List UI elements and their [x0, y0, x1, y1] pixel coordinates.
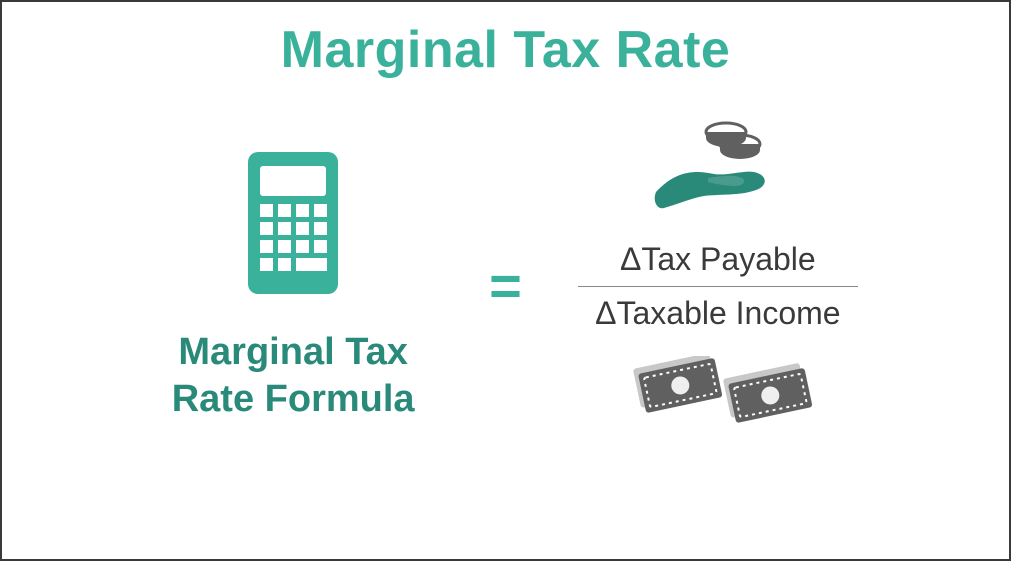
equals-sign: =: [489, 258, 522, 314]
fraction-numerator: ΔTax Payable: [602, 235, 834, 284]
cash-icon: [618, 356, 818, 451]
formula-right: ΔTax Payable ΔTaxable Income: [558, 120, 878, 451]
calculator-icon: [238, 148, 348, 303]
page-title: Marginal Tax Rate: [2, 20, 1009, 80]
formula-label-line2: Rate Formula: [172, 378, 415, 420]
hand-coins-icon: [648, 120, 788, 215]
infographic-frame: Marginal Tax Rate Marginal Tax Rate: [0, 0, 1011, 561]
formula-label-line1: Marginal Tax: [178, 331, 407, 373]
formula-left: Marginal Tax Rate Formula: [133, 148, 453, 424]
formula-label: Marginal Tax Rate Formula: [172, 329, 415, 424]
fraction-denominator: ΔTaxable Income: [577, 289, 859, 338]
formula-fraction: ΔTax Payable ΔTaxable Income: [577, 235, 859, 338]
fraction-divider: [578, 286, 858, 287]
formula-row: Marginal Tax Rate Formula =: [2, 120, 1009, 451]
